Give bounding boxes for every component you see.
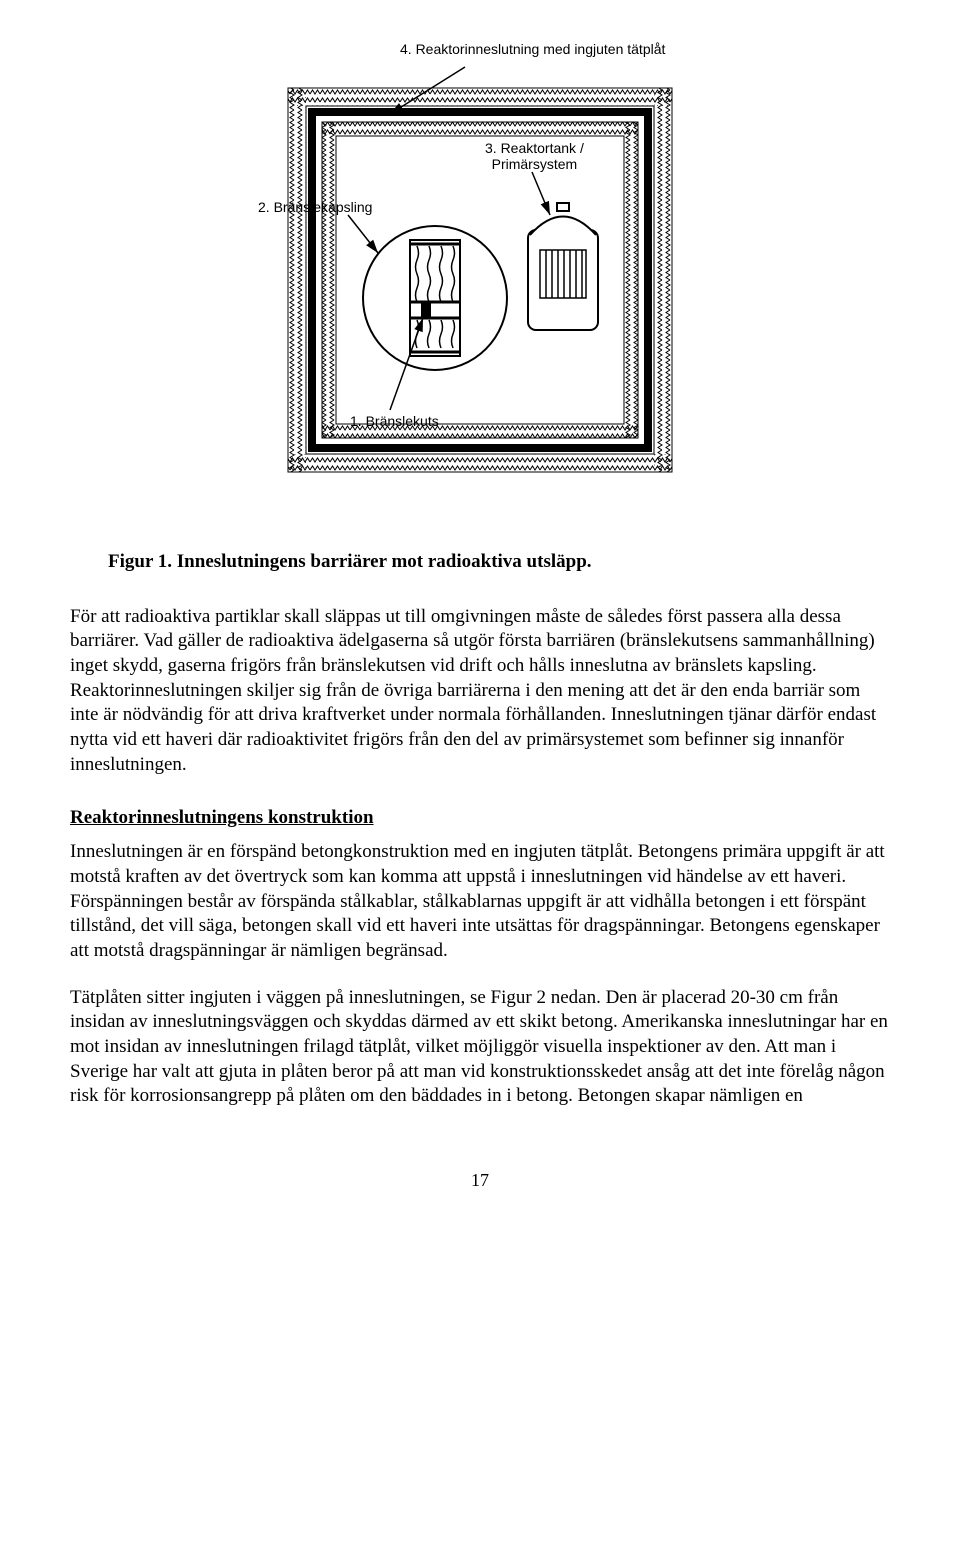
diagram-label-3: 3. Reaktortank / Primärsystem xyxy=(485,140,584,172)
paragraph-1: För att radioaktiva partiklar skall släp… xyxy=(70,605,890,778)
figure-caption: Figur 1. Inneslutningens barriärer mot r… xyxy=(70,550,890,575)
section-heading-construction: Reaktorinneslutningens konstruktion xyxy=(70,806,890,831)
diagram-label-1: 1. Bränslekuts xyxy=(350,412,439,430)
diagram-label-2: 2. Bränslekapsling xyxy=(258,198,372,216)
paragraph-2: Inneslutningen är en förspänd betongkons… xyxy=(70,840,890,963)
diagram-label-4: 4. Reaktorinneslutning med ingjuten tätp… xyxy=(400,40,665,58)
diagram-svg xyxy=(240,40,720,520)
page-number: 17 xyxy=(70,1169,890,1192)
figure-diagram: 4. Reaktorinneslutning med ingjuten tätp… xyxy=(240,40,720,520)
diagram-label-3-line1: 3. Reaktortank / xyxy=(485,140,584,156)
fuel-cladding-icon xyxy=(363,226,507,370)
paragraph-3: Tätplåten sitter ingjuten i väggen på in… xyxy=(70,986,890,1109)
figure-diagram-container: 4. Reaktorinneslutning med ingjuten tätp… xyxy=(70,40,890,520)
diagram-label-3-line2: Primärsystem xyxy=(492,156,578,172)
